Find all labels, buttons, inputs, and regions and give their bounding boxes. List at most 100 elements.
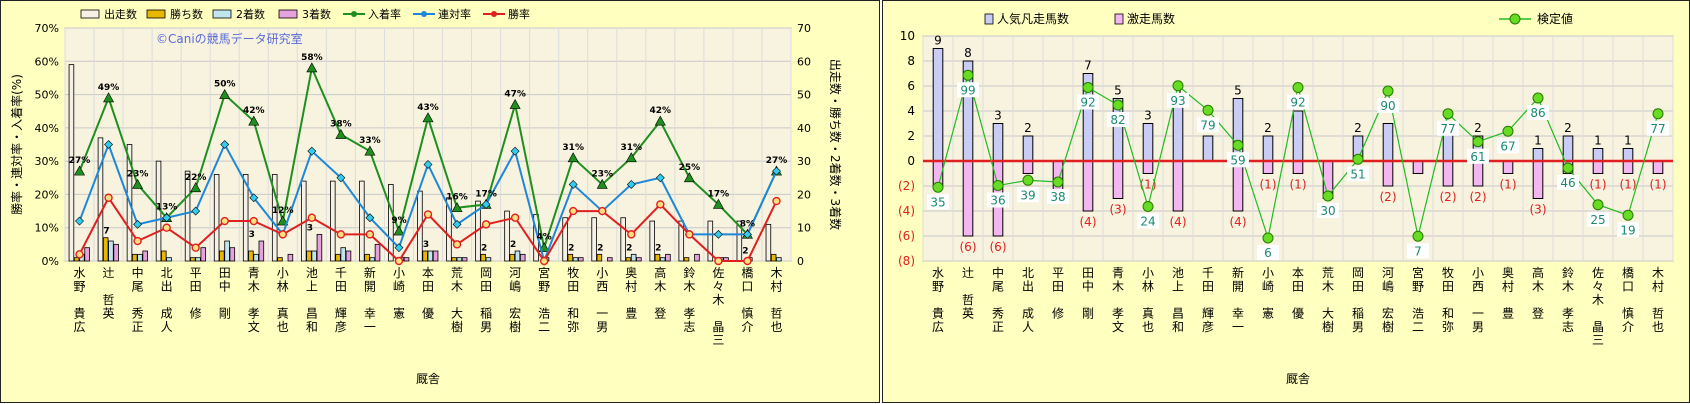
point-連対率: [220, 140, 230, 149]
point-連対率: [568, 180, 578, 189]
x-tick-label: 新開 幸一: [1232, 265, 1244, 334]
legend-label: 出走数: [104, 7, 137, 21]
bar-勝ち数: [335, 253, 341, 262]
value-label-bg: [1257, 245, 1279, 260]
point-連対率: [104, 140, 113, 149]
bar-人気凡走馬数: [1292, 110, 1304, 162]
rate-label: 22%: [185, 173, 207, 183]
point-検定値: [1022, 174, 1034, 186]
point-勝率: [307, 213, 317, 222]
y-tick-left: 0%: [42, 255, 59, 268]
bar-激走馬数: [1442, 160, 1454, 187]
bar-出走数: [388, 184, 394, 262]
point-入着率: [74, 165, 86, 176]
value-label: 59: [1230, 153, 1245, 167]
y-tick: (8): [898, 254, 915, 268]
bar-勝ち数: [596, 253, 603, 262]
pos-count-label: 5: [1234, 84, 1242, 98]
bar-人気凡走馬数: [1592, 148, 1604, 162]
y-tick-right: 20: [797, 188, 811, 201]
point-検定値: [1592, 199, 1604, 211]
point-検定値: [1232, 139, 1244, 151]
value-label: 35: [930, 195, 945, 209]
value-label-bg: [1137, 213, 1159, 229]
point-勝率: [75, 250, 84, 259]
y-tick: 6: [907, 79, 915, 93]
bar-3着数: [200, 247, 207, 262]
x-tick-label: 鈴木 孝志: [683, 265, 695, 334]
value-label-bg: [1647, 120, 1669, 136]
value-label: 67: [1500, 139, 1515, 153]
x-tick-label: 高木 登: [654, 265, 666, 320]
x-tick-label: 小崎 憲: [393, 266, 405, 320]
x-tick-label: 牧田 和弥: [567, 266, 579, 334]
x-tick-label: 荒木 大樹: [1322, 266, 1334, 334]
point-連対率: [452, 219, 462, 229]
bar-人気凡走馬数: [1262, 135, 1274, 162]
bar-人気凡走馬数: [1532, 148, 1544, 162]
pos-count-label: 5: [1114, 84, 1122, 98]
bar-人気凡走馬数: [1562, 135, 1574, 162]
x-tick-label: 奥村 豊: [1502, 266, 1514, 320]
bar-2着数: [224, 240, 230, 262]
point-勝率: [133, 236, 142, 246]
y-tick: 0: [907, 154, 915, 168]
value-label: 25: [1590, 213, 1605, 227]
point-連対率: [133, 219, 143, 229]
point-入着率: [335, 128, 347, 139]
x-tick-label: 橋口 慎介: [741, 266, 753, 334]
y-tick: (6): [898, 229, 915, 243]
bar-激走馬数: [962, 160, 974, 237]
point-連対率: [655, 173, 665, 183]
bar-勝ち数: [73, 257, 80, 262]
value-label-bg: [1347, 166, 1369, 182]
rate-label: 8%: [740, 219, 755, 229]
rate-label: 42%: [243, 106, 265, 116]
point-勝率: [336, 230, 346, 239]
value-label-bg: [927, 194, 949, 210]
rate-label: 4%: [537, 233, 552, 243]
pos-count-label: 2: [1264, 121, 1272, 135]
legend-marker: [421, 11, 427, 17]
legend-label: 勝ち数: [170, 7, 203, 21]
x-tick-label: 池上 昌和: [306, 266, 318, 334]
bar-2着数: [137, 253, 143, 262]
point-検定値: [1622, 209, 1634, 221]
neg-count-label: (4): [1170, 215, 1187, 229]
bar-count-label: 2: [626, 243, 632, 253]
neg-count-label: (6): [990, 240, 1007, 254]
rate-label: 58%: [301, 53, 323, 63]
rate-label: 9%: [391, 216, 406, 226]
x-tick-label: 河嶋 宏樹: [509, 266, 521, 334]
neg-count-label: (4): [1080, 215, 1097, 229]
right-chart-panel: 10 8 6 4 2 0 (2) (4) (6) (8) 厩舎 9 水野 貴広 8 (6) 辻 哲英 3 (6) 中…: [882, 0, 1690, 403]
point-勝率: [423, 210, 433, 219]
point-入着率: [422, 112, 434, 123]
rate-label: 50%: [214, 80, 236, 90]
pos-count-label: 3: [1144, 109, 1152, 123]
bar-激走馬数: [1622, 160, 1634, 174]
x-tick-label: 佐々木 晶三: [1592, 266, 1604, 347]
bar-2着数: [195, 257, 201, 262]
rate-label: 42%: [650, 106, 672, 116]
value-label-bg: [1587, 211, 1609, 227]
bar-人気凡走馬数: [1022, 135, 1034, 162]
bar-count-label: 7: [103, 227, 109, 237]
value-label: 6: [1264, 246, 1272, 260]
x-tick-label: 新開 幸一: [364, 265, 376, 334]
bar-人気凡走馬数: [1202, 135, 1214, 162]
bar-激走馬数: [1022, 160, 1034, 174]
pos-count-label: 3: [994, 109, 1002, 123]
bar-2着数: [456, 257, 463, 262]
legend-label: 検定値: [1537, 11, 1573, 26]
value-label-bg: [1467, 148, 1489, 164]
bar-出走数: [504, 210, 510, 262]
rate-label: 43%: [417, 103, 439, 113]
neg-count-label: (1): [1590, 178, 1607, 192]
point-勝率: [104, 193, 113, 202]
x-tick-label: 中尾 秀正: [992, 265, 1004, 334]
bar-3着数: [287, 253, 294, 262]
bar-3着数: [519, 253, 526, 262]
pos-count-label: 9: [934, 34, 942, 48]
